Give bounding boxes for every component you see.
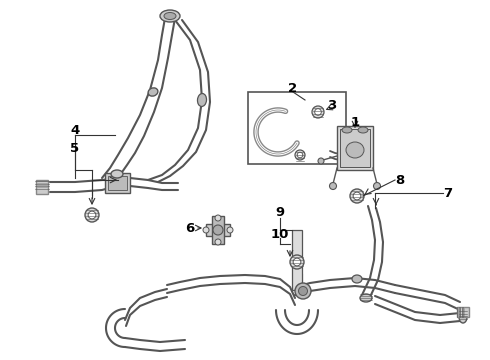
Bar [108,176,127,190]
Bar [457,307,469,317]
Ellipse shape [203,227,209,233]
Text: 9: 9 [275,206,285,219]
Ellipse shape [160,10,180,22]
Text: 1: 1 [350,116,360,129]
Circle shape [297,152,303,158]
Ellipse shape [111,170,123,178]
Ellipse shape [295,283,311,299]
Ellipse shape [164,13,176,19]
Ellipse shape [358,127,368,133]
Text: 10: 10 [271,228,289,240]
Ellipse shape [459,311,467,323]
Ellipse shape [360,294,372,302]
Bar [36,180,48,194]
Ellipse shape [373,183,381,189]
Bar [206,224,230,236]
Ellipse shape [227,227,233,233]
Text: 5: 5 [71,141,79,154]
Ellipse shape [342,127,352,133]
Circle shape [290,255,304,269]
Text: 3: 3 [327,99,337,112]
Ellipse shape [215,239,221,245]
Ellipse shape [318,158,324,164]
Circle shape [312,106,324,118]
Ellipse shape [329,183,337,189]
Circle shape [295,150,305,160]
Circle shape [350,189,364,203]
Circle shape [353,192,361,200]
Text: 4: 4 [71,123,79,136]
Bar [292,230,302,290]
Circle shape [85,208,99,222]
Circle shape [293,258,301,266]
Ellipse shape [197,94,206,107]
Bar [212,216,224,244]
Circle shape [88,211,96,219]
Text: 2: 2 [289,81,297,95]
Text: 7: 7 [443,186,453,199]
Circle shape [315,109,321,115]
Bar [105,173,130,193]
Ellipse shape [148,88,158,96]
Bar [340,129,370,167]
Ellipse shape [298,287,308,296]
Ellipse shape [346,142,364,158]
Bar [248,92,346,164]
Text: 8: 8 [395,174,405,186]
Bar [337,126,373,170]
Ellipse shape [215,215,221,221]
Ellipse shape [213,225,223,235]
Ellipse shape [352,275,362,283]
Text: 6: 6 [185,221,195,234]
